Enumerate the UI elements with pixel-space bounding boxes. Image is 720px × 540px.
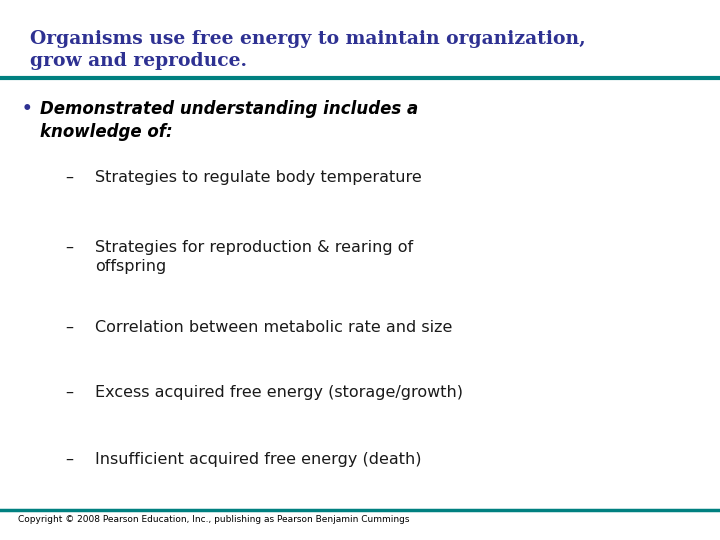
Text: Strategies for reproduction & rearing of
offspring: Strategies for reproduction & rearing of… xyxy=(95,240,413,274)
Text: Correlation between metabolic rate and size: Correlation between metabolic rate and s… xyxy=(95,320,452,335)
Text: –: – xyxy=(65,240,73,255)
Text: –: – xyxy=(65,385,73,400)
Text: Insufficient acquired free energy (death): Insufficient acquired free energy (death… xyxy=(95,452,421,467)
Text: Strategies to regulate body temperature: Strategies to regulate body temperature xyxy=(95,170,422,185)
Text: –: – xyxy=(65,452,73,467)
Text: grow and reproduce.: grow and reproduce. xyxy=(30,52,247,70)
Text: Excess acquired free energy (storage/growth): Excess acquired free energy (storage/gro… xyxy=(95,385,463,400)
Text: Demonstrated understanding includes a
knowledge of:: Demonstrated understanding includes a kn… xyxy=(40,100,418,141)
Text: •: • xyxy=(22,100,32,118)
Text: –: – xyxy=(65,170,73,185)
Text: Organisms use free energy to maintain organization,: Organisms use free energy to maintain or… xyxy=(30,30,586,48)
Text: –: – xyxy=(65,320,73,335)
Text: Copyright © 2008 Pearson Education, Inc., publishing as Pearson Benjamin Cumming: Copyright © 2008 Pearson Education, Inc.… xyxy=(18,515,410,524)
